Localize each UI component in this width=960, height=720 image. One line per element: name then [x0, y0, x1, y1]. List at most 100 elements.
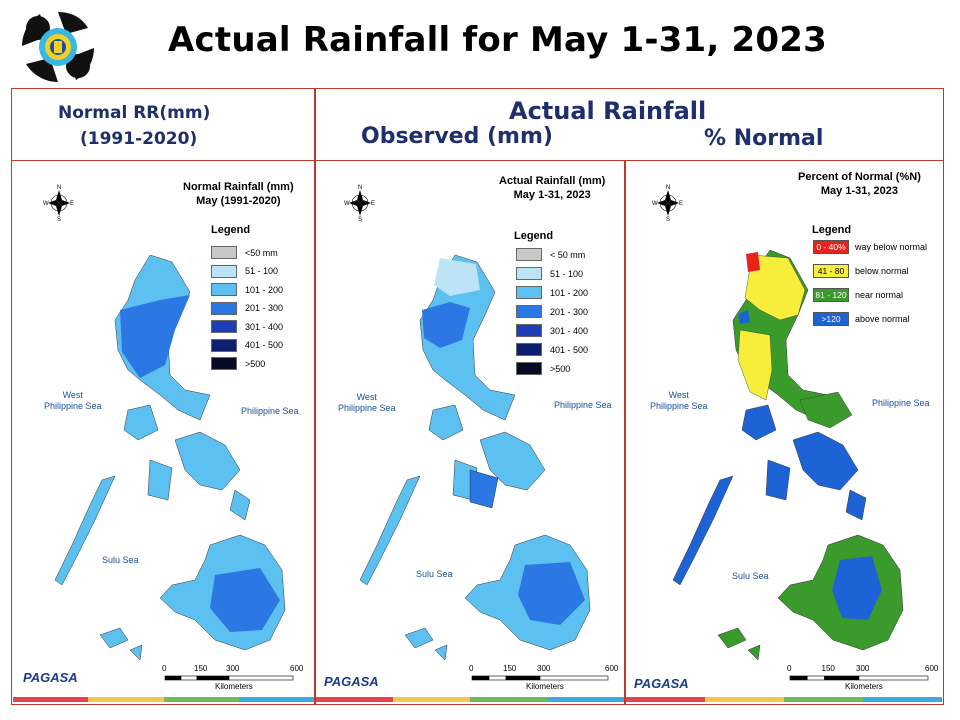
- scale-tick-label: 0: [787, 664, 792, 673]
- legend-label: 401 - 500: [245, 340, 284, 350]
- luzon-dark-zone: [120, 295, 190, 378]
- scale-segment: [505, 675, 541, 681]
- percent-scale-bar: 0 150 300 600 Kilometers: [786, 664, 939, 694]
- legend-swatch: 41 - 80: [813, 264, 849, 278]
- sulu-sea-label: Sulu Sea: [732, 571, 769, 581]
- visayas-islands: [765, 431, 867, 521]
- footer-strip: [784, 697, 863, 702]
- visayas-islands: [452, 431, 546, 501]
- legend-swatch: [516, 324, 542, 337]
- west-sea-line2: Philippine Sea: [650, 401, 708, 411]
- scale-segment: [180, 675, 198, 681]
- scale-unit-label: Kilometers: [526, 682, 564, 691]
- scale-segment: [228, 675, 294, 681]
- legend-label: 201 - 300: [245, 303, 284, 313]
- legend-swatch: [516, 362, 542, 375]
- percent-normal-header: % Normal: [704, 126, 824, 151]
- percent-normal-map: [672, 249, 904, 661]
- normal-scale-bar: 0 150 300 600 Kilometers: [161, 664, 303, 694]
- legend-swatch: [516, 248, 542, 261]
- palawan-island: [672, 475, 734, 586]
- luzon-yellow-zone: [737, 254, 806, 401]
- legend-swatch: 0 - 40%: [813, 240, 849, 254]
- legend-item: 101 - 200: [516, 286, 588, 299]
- scale-segment: [806, 675, 825, 681]
- page-title: Actual Rainfall for May 1-31, 2023: [168, 20, 827, 60]
- compass-s: S: [358, 217, 362, 222]
- legend-label: above normal: [855, 314, 910, 324]
- observed-map-title-line1: Actual Rainfall (mm): [499, 175, 606, 187]
- mindanao-dark-zone: [210, 568, 280, 632]
- west-philippine-sea-label: West Philippine Sea: [650, 390, 708, 412]
- legend-label: 301 - 400: [550, 325, 589, 336]
- compass-e: E: [70, 201, 74, 207]
- legend-item: >120 above normal: [813, 312, 910, 326]
- west-philippine-sea-label: West Philippine Sea: [44, 390, 102, 412]
- footer-strip: [88, 697, 164, 702]
- philippine-sea-label: Philippine Sea: [241, 406, 299, 416]
- north-luzon-light-zone: [434, 258, 480, 296]
- legend-label: >500: [550, 363, 571, 374]
- normal-map-title: Normal Rainfall (mm) May (1991-2020): [183, 180, 294, 208]
- dost-logo: [22, 12, 94, 82]
- legend-item: 301 - 400: [516, 324, 588, 337]
- scale-segment: [196, 675, 230, 681]
- sulu-islands: [99, 627, 143, 661]
- scale-bar-graphic: [789, 675, 929, 681]
- west-sea-line2: Philippine Sea: [338, 403, 396, 413]
- legend-swatch: [516, 343, 542, 356]
- west-sea-line1: West: [62, 390, 83, 400]
- legend-label: 101 - 200: [550, 287, 589, 298]
- scale-segment: [824, 675, 860, 681]
- sulu-islands: [717, 627, 761, 661]
- legend-item: 401 - 500: [516, 343, 588, 356]
- legend-swatch: >120: [813, 312, 849, 326]
- legend-swatch: [211, 283, 237, 296]
- compass-icon: N S W E: [43, 185, 74, 222]
- percent-legend-title: Legend: [812, 224, 852, 236]
- west-sea-line2: Philippine Sea: [44, 401, 102, 411]
- percent-normal-map-panel: N S W E Percent of Normal (%N) May 1-31,…: [626, 162, 942, 703]
- footer-strip: [13, 697, 89, 702]
- scale-tick-label: 600: [605, 664, 619, 673]
- sulu-islands: [404, 627, 448, 661]
- legend-item: 41 - 80 below normal: [813, 264, 909, 278]
- panel-observed-frame: [314, 160, 626, 705]
- central-luzon-dark-zone: [422, 302, 470, 348]
- scale-segment: [539, 675, 609, 681]
- compass-w: W: [43, 201, 49, 207]
- observed-map-title: Actual Rainfall (mm) May 1-31, 2023: [499, 174, 605, 202]
- observed-legend-title: Legend: [514, 230, 554, 242]
- compass-w: W: [344, 201, 350, 207]
- palawan-island: [359, 475, 421, 586]
- scale-segment: [471, 675, 490, 681]
- scale-tick-label: 600: [925, 664, 939, 673]
- philippine-sea-label: Philippine Sea: [872, 398, 930, 408]
- legend-swatch: [516, 305, 542, 318]
- legend-label: 401 - 500: [550, 344, 589, 355]
- observed-map-title-line2: May 1-31, 2023: [513, 189, 591, 201]
- legend-label: >500: [245, 358, 266, 369]
- scale-tick-label: 150: [503, 664, 517, 673]
- sulu-sea-label: Sulu Sea: [102, 555, 139, 565]
- scale-segment: [789, 675, 808, 681]
- scale-segment: [488, 675, 507, 681]
- mindanao-blue-zone: [832, 556, 882, 620]
- legend-swatch: [211, 246, 237, 259]
- philippine-sea-label: Philippine Sea: [554, 400, 612, 410]
- panel-normal-frame: [11, 160, 316, 705]
- mindoro-island: [741, 404, 777, 441]
- footer-strip: [238, 697, 314, 702]
- legend-item: <50 mm: [211, 246, 278, 259]
- legend-item: >500: [516, 362, 570, 375]
- legend-item: >500: [211, 357, 265, 370]
- scale-tick-label: 0: [162, 664, 167, 673]
- scale-tick-label: 300: [856, 664, 870, 673]
- legend-item: 201 - 300: [516, 305, 588, 318]
- legend-label: <50 mm: [245, 247, 278, 258]
- legend-label: < 50 mm: [550, 249, 586, 260]
- legend-swatch: [211, 301, 237, 315]
- percent-map-title: Percent of Normal (%N) May 1-31, 2023: [798, 170, 921, 198]
- pagasa-logo: PAGASA: [23, 670, 78, 685]
- compass-s: S: [57, 217, 61, 222]
